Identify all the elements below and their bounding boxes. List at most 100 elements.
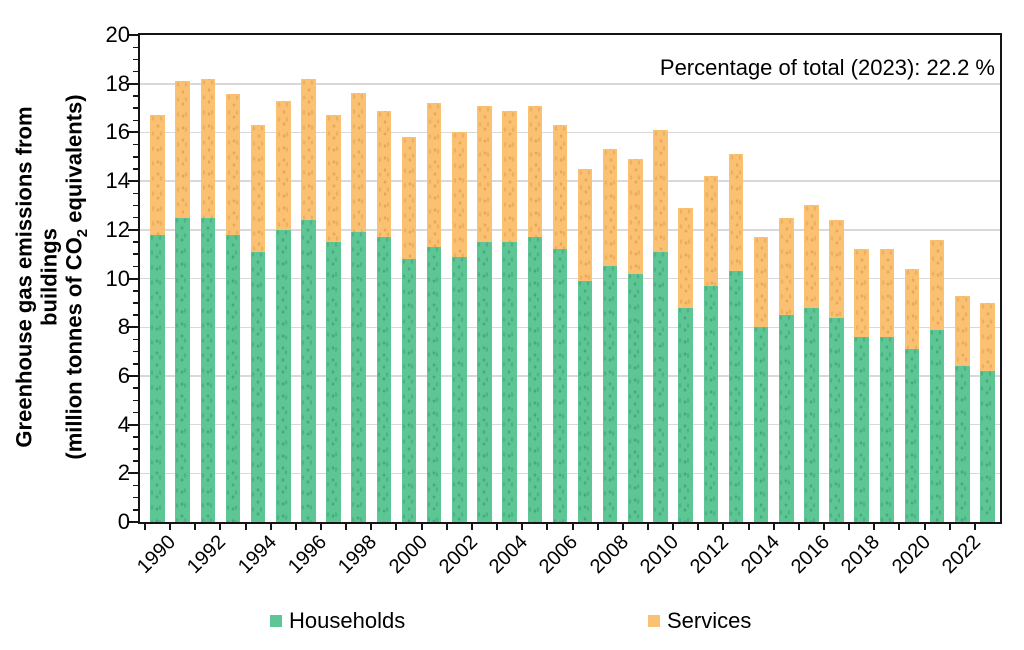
x-axis-tick <box>697 522 700 530</box>
bar-segment-households <box>527 237 542 522</box>
x-axis-tick <box>294 522 297 530</box>
bar-segment-services <box>452 132 467 257</box>
x-tick-label: 2000 <box>384 531 432 579</box>
bar-segment-households <box>653 251 668 522</box>
x-tick-label: 2012 <box>686 531 734 579</box>
y-tick-label: 6 <box>117 362 130 388</box>
bar-segment-services <box>301 78 316 221</box>
x-axis-tick <box>496 522 498 530</box>
y-axis-minor-tick <box>133 399 140 402</box>
legend-item-services: Services <box>648 608 751 634</box>
y-axis-minor-tick <box>133 509 140 511</box>
bar-segment-services <box>552 125 568 250</box>
x-axis-tick <box>370 522 373 530</box>
bar-segment-households <box>426 246 442 522</box>
x-axis-tick <box>521 522 524 530</box>
x-axis-tick <box>722 522 725 530</box>
bar-segment-services <box>527 105 542 238</box>
bar-segment-services <box>779 217 794 315</box>
bar-segment-households <box>703 285 718 522</box>
x-tick-label: 1990 <box>133 531 181 579</box>
services-swatch-icon <box>648 615 660 627</box>
y-tick-label: 2 <box>117 460 130 486</box>
bar-segment-services <box>728 154 744 272</box>
x-tick-label: 2018 <box>837 531 885 579</box>
y-tick-label: 18 <box>105 70 130 96</box>
y-axis-minor-tick <box>133 119 140 121</box>
x-axis-tick <box>219 522 222 530</box>
x-axis-tick <box>445 522 448 530</box>
y-axis-minor-tick <box>133 436 140 438</box>
bar-segment-households <box>753 327 769 522</box>
bar-segment-services <box>250 125 266 252</box>
bar-segment-services <box>326 115 341 242</box>
y-axis-major-tick <box>128 82 140 85</box>
bar-segment-services <box>577 168 593 281</box>
x-axis-tick <box>244 522 247 530</box>
y-axis-minor-tick <box>133 496 140 499</box>
bar-segment-households <box>829 317 844 522</box>
bar-segment-households <box>351 232 366 522</box>
bar-segment-households <box>250 251 266 522</box>
bar-segment-households <box>276 229 291 522</box>
x-axis-tick <box>420 522 423 530</box>
y-axis-minor-tick <box>133 350 140 353</box>
legend-label-households: Households <box>289 608 406 633</box>
y-axis-major-tick <box>128 228 140 231</box>
y-axis-minor-tick <box>133 460 140 462</box>
y-tick-label: 12 <box>105 216 130 242</box>
bar-segment-households <box>879 336 895 522</box>
bar-segment-services <box>653 129 668 252</box>
y-axis-minor-tick <box>133 168 140 170</box>
gridline <box>140 326 1000 328</box>
x-tick-label: 2014 <box>736 531 784 579</box>
bar-segment-services <box>753 237 769 328</box>
bar-segment-services <box>225 93 241 235</box>
x-tick-label: 1996 <box>283 531 331 579</box>
y-axis-minor-tick <box>133 448 140 450</box>
bar-segment-services <box>980 302 995 371</box>
bar-segment-services <box>351 93 366 233</box>
bar-segment-services <box>150 115 165 235</box>
y-axis-title-line1: Greenhouse gas emissions from <box>11 106 37 448</box>
bar-segment-households <box>728 271 744 522</box>
bar-segment-services <box>879 249 895 337</box>
x-axis-tick <box>923 522 926 530</box>
bar-segment-households <box>628 273 643 522</box>
bar-segment-households <box>552 249 568 522</box>
y-axis-minor-tick <box>133 363 140 365</box>
bar-segment-households <box>301 220 316 522</box>
gridline <box>140 83 1000 85</box>
bar-segment-households <box>200 217 215 522</box>
x-axis-tick <box>898 522 901 530</box>
x-axis-tick <box>646 522 649 530</box>
y-axis-major-tick <box>128 131 140 134</box>
x-axis-tick <box>948 522 951 530</box>
bar-segment-households <box>401 259 417 522</box>
bar-segment-services <box>376 110 392 238</box>
y-axis-major-tick <box>128 34 140 36</box>
bar-segment-households <box>452 256 467 522</box>
bar-segment-households <box>678 307 693 522</box>
bar-segment-households <box>602 266 618 522</box>
y-axis-minor-tick <box>133 156 140 158</box>
gridline <box>140 131 1000 134</box>
y-axis-minor-tick <box>133 411 140 414</box>
annotation-text: Percentage of total (2023): 22.2 % <box>659 55 995 80</box>
bar-segment-households <box>779 315 794 522</box>
x-tick-label: 2008 <box>585 531 633 579</box>
y-tick-label: 0 <box>117 509 130 534</box>
bar-segment-households <box>577 280 593 522</box>
x-axis-tick <box>345 522 348 530</box>
bar-segment-services <box>804 205 819 308</box>
bar-segment-services <box>854 249 869 337</box>
households-swatch-icon <box>270 615 282 627</box>
bar-segment-households <box>804 307 819 522</box>
bar-segment-services <box>955 295 970 367</box>
x-axis-tick <box>772 522 775 530</box>
x-tick-label: 1992 <box>183 531 231 579</box>
bar-segment-services <box>502 110 517 242</box>
x-tick-label: 1998 <box>334 531 382 579</box>
x-axis-tick <box>621 522 624 530</box>
